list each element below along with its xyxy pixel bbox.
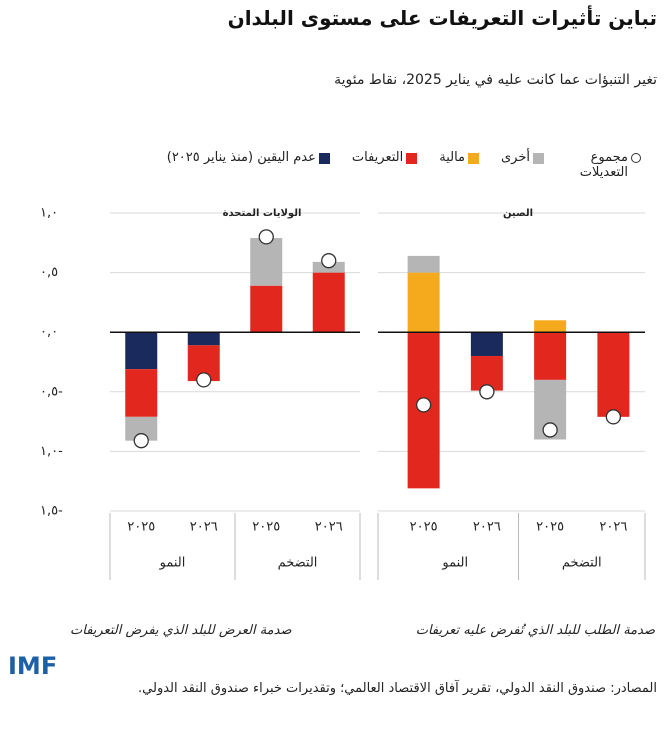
panel-label: صدمة العرض للبلد الذي يفرض التعريفات [70,623,292,638]
total-marker [196,372,212,388]
total-marker [479,384,495,400]
y-tick-label: ١,٠ [40,206,58,221]
chart-subtitle: تغير التنبؤات عما كانت عليه في يناير 202… [334,72,657,88]
legend-item: التعريفات [351,150,418,165]
total-marker [321,253,337,269]
bar-segment [407,255,440,273]
group-label: التضخم [278,556,318,571]
x-tick-label: ٢٠٢٥ [127,520,155,535]
legend-item: عدم اليقين (منذ يناير ٢٠٢٥) [167,150,330,165]
logo: IMF [8,652,58,680]
legend-label: مالية [439,150,465,165]
x-tick-label: ٢٠٢٦ [190,520,218,535]
legend-item: مالية [439,150,479,165]
legend-swatch [533,153,544,164]
x-tick-label: ٢٠٢٥ [252,520,280,535]
legend-swatch [406,153,418,164]
panel-label: صدمة الطلب للبلد الذي تُفرض عليه تعريفات [415,623,655,638]
y-tick-label: ١,٥- [40,504,63,519]
bar-segment [250,285,283,333]
legend-item: مجموع التعديلات [566,150,641,180]
total-marker [542,422,558,438]
x-tick-label: ٢٠٢٦ [599,520,627,535]
bar-segment [407,272,440,333]
legend-label: أخرى [501,150,530,165]
group-label: النمو [441,556,468,571]
panel-title: الولايات المتحدة [223,208,302,219]
bar-segment [312,272,345,333]
total-marker [133,433,149,449]
bar-segment [125,369,158,417]
x-tick-label: ٢٠٢٦ [473,520,501,535]
legend: مجموع التعديلات أخرى مالية التعريفات عدم الي… [167,150,641,180]
x-tick-label: ٢٠٢٥ [410,520,438,535]
bar-segment [534,332,567,380]
chart-title: تباين تأثيرات التعريفات على مستوى البلدا… [227,6,657,30]
bar-segment [187,332,220,346]
bar-segment [250,238,283,286]
bar-segment [125,332,158,370]
bar-segment [534,320,567,333]
y-tick-label: ٠,٥ [40,265,58,280]
total-marker [605,409,622,425]
legend-label: مجموع التعديلات [579,150,628,180]
legend-item: أخرى [501,150,544,165]
bar-segment [470,332,503,357]
panel-title: الصين [503,208,533,219]
x-tick-label: ٢٠٢٦ [315,520,343,535]
legend-label: التعريفات [351,150,404,165]
group-label: النمو [159,556,186,571]
total-marker [258,229,274,245]
y-tick-label: ١,٠- [40,444,63,459]
x-tick-label: ٢٠٢٥ [536,520,564,535]
source-note: المصادر: صندوق النقد الدولي، تقرير آفاق … [138,681,657,696]
bar-segment [125,416,158,441]
y-tick-label: ٠,٠ [40,325,58,340]
y-tick-label: ٠,٥- [40,384,63,399]
legend-swatch [318,153,330,164]
legend-swatch [468,153,479,164]
bar-segment [597,332,630,417]
legend-label: عدم اليقين (منذ يناير ٢٠٢٥) [166,150,316,165]
legend-swatch [631,153,641,163]
total-marker [415,397,432,413]
group-label: التضخم [562,556,602,571]
